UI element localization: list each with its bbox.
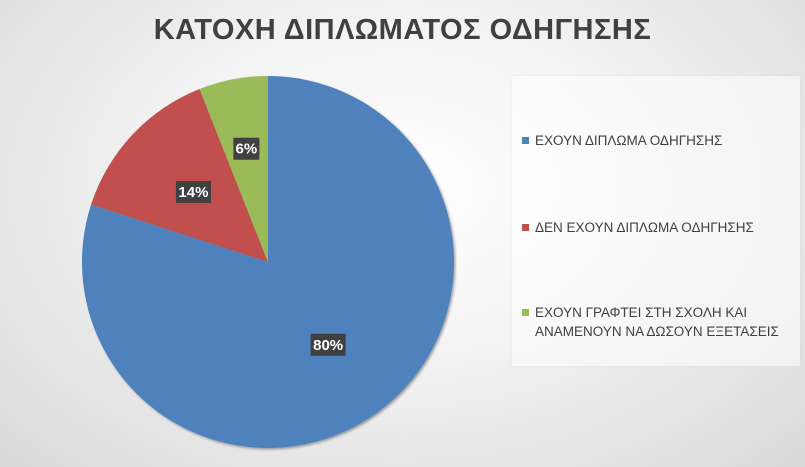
legend-label-1: ΔΕΝ ΕΧΟΥΝ ΔΙΠΛΩΜΑ ΟΔΗΓΗΣΗΣ bbox=[535, 220, 754, 235]
legend-swatch-0 bbox=[522, 137, 529, 144]
data-label-text-0: 80% bbox=[313, 337, 343, 354]
legend-label-0: ΕΧΟΥΝ ΔΙΠΛΩΜΑ ΟΔΗΓΗΣΗΣ bbox=[535, 133, 723, 148]
data-label-0: 80% bbox=[310, 333, 346, 356]
legend-swatch-2 bbox=[522, 309, 529, 316]
legend-item-2: ΕΧΟΥΝ ΓΡΑΦΤΕΙ ΣΤΗ ΣΧΟΛΗ ΚΑΙ ΑΝΑΜΕΝΟΥΝ ΝΑ… bbox=[522, 303, 798, 341]
data-label-box-1 bbox=[175, 180, 211, 203]
legend: ΕΧΟΥΝ ΔΙΠΛΩΜΑ ΟΔΗΓΗΣΗΣ ΔΕΝ ΕΧΟΥΝ ΔΙΠΛΩΜΑ… bbox=[512, 76, 800, 366]
data-label-text-1: 14% bbox=[178, 184, 208, 201]
data-label-2: 6% bbox=[233, 137, 260, 160]
data-label-1: 14% bbox=[175, 180, 211, 203]
chart-title: ΚΑΤΟΧΗ ΔΙΠΛΩΜΑΤΟΣ ΟΔΗΓΗΣΗΣ bbox=[153, 14, 652, 46]
data-label-box-2 bbox=[233, 137, 260, 160]
legend-swatch-1 bbox=[522, 224, 529, 231]
pie-slice-1 bbox=[91, 89, 268, 262]
data-label-box-0 bbox=[310, 333, 346, 356]
legend-item-1: ΔΕΝ ΕΧΟΥΝ ΔΙΠΛΩΜΑ ΟΔΗΓΗΣΗΣ bbox=[522, 218, 798, 237]
legend-label-2: ΕΧΟΥΝ ΓΡΑΦΤΕΙ ΣΤΗ ΣΧΟΛΗ ΚΑΙ ΑΝΑΜΕΝΟΥΝ ΝΑ… bbox=[535, 305, 779, 339]
data-label-text-2: 6% bbox=[236, 141, 258, 158]
pie-slice-2 bbox=[199, 76, 268, 262]
legend-item-0: ΕΧΟΥΝ ΔΙΠΛΩΜΑ ΟΔΗΓΗΣΗΣ bbox=[522, 131, 798, 150]
